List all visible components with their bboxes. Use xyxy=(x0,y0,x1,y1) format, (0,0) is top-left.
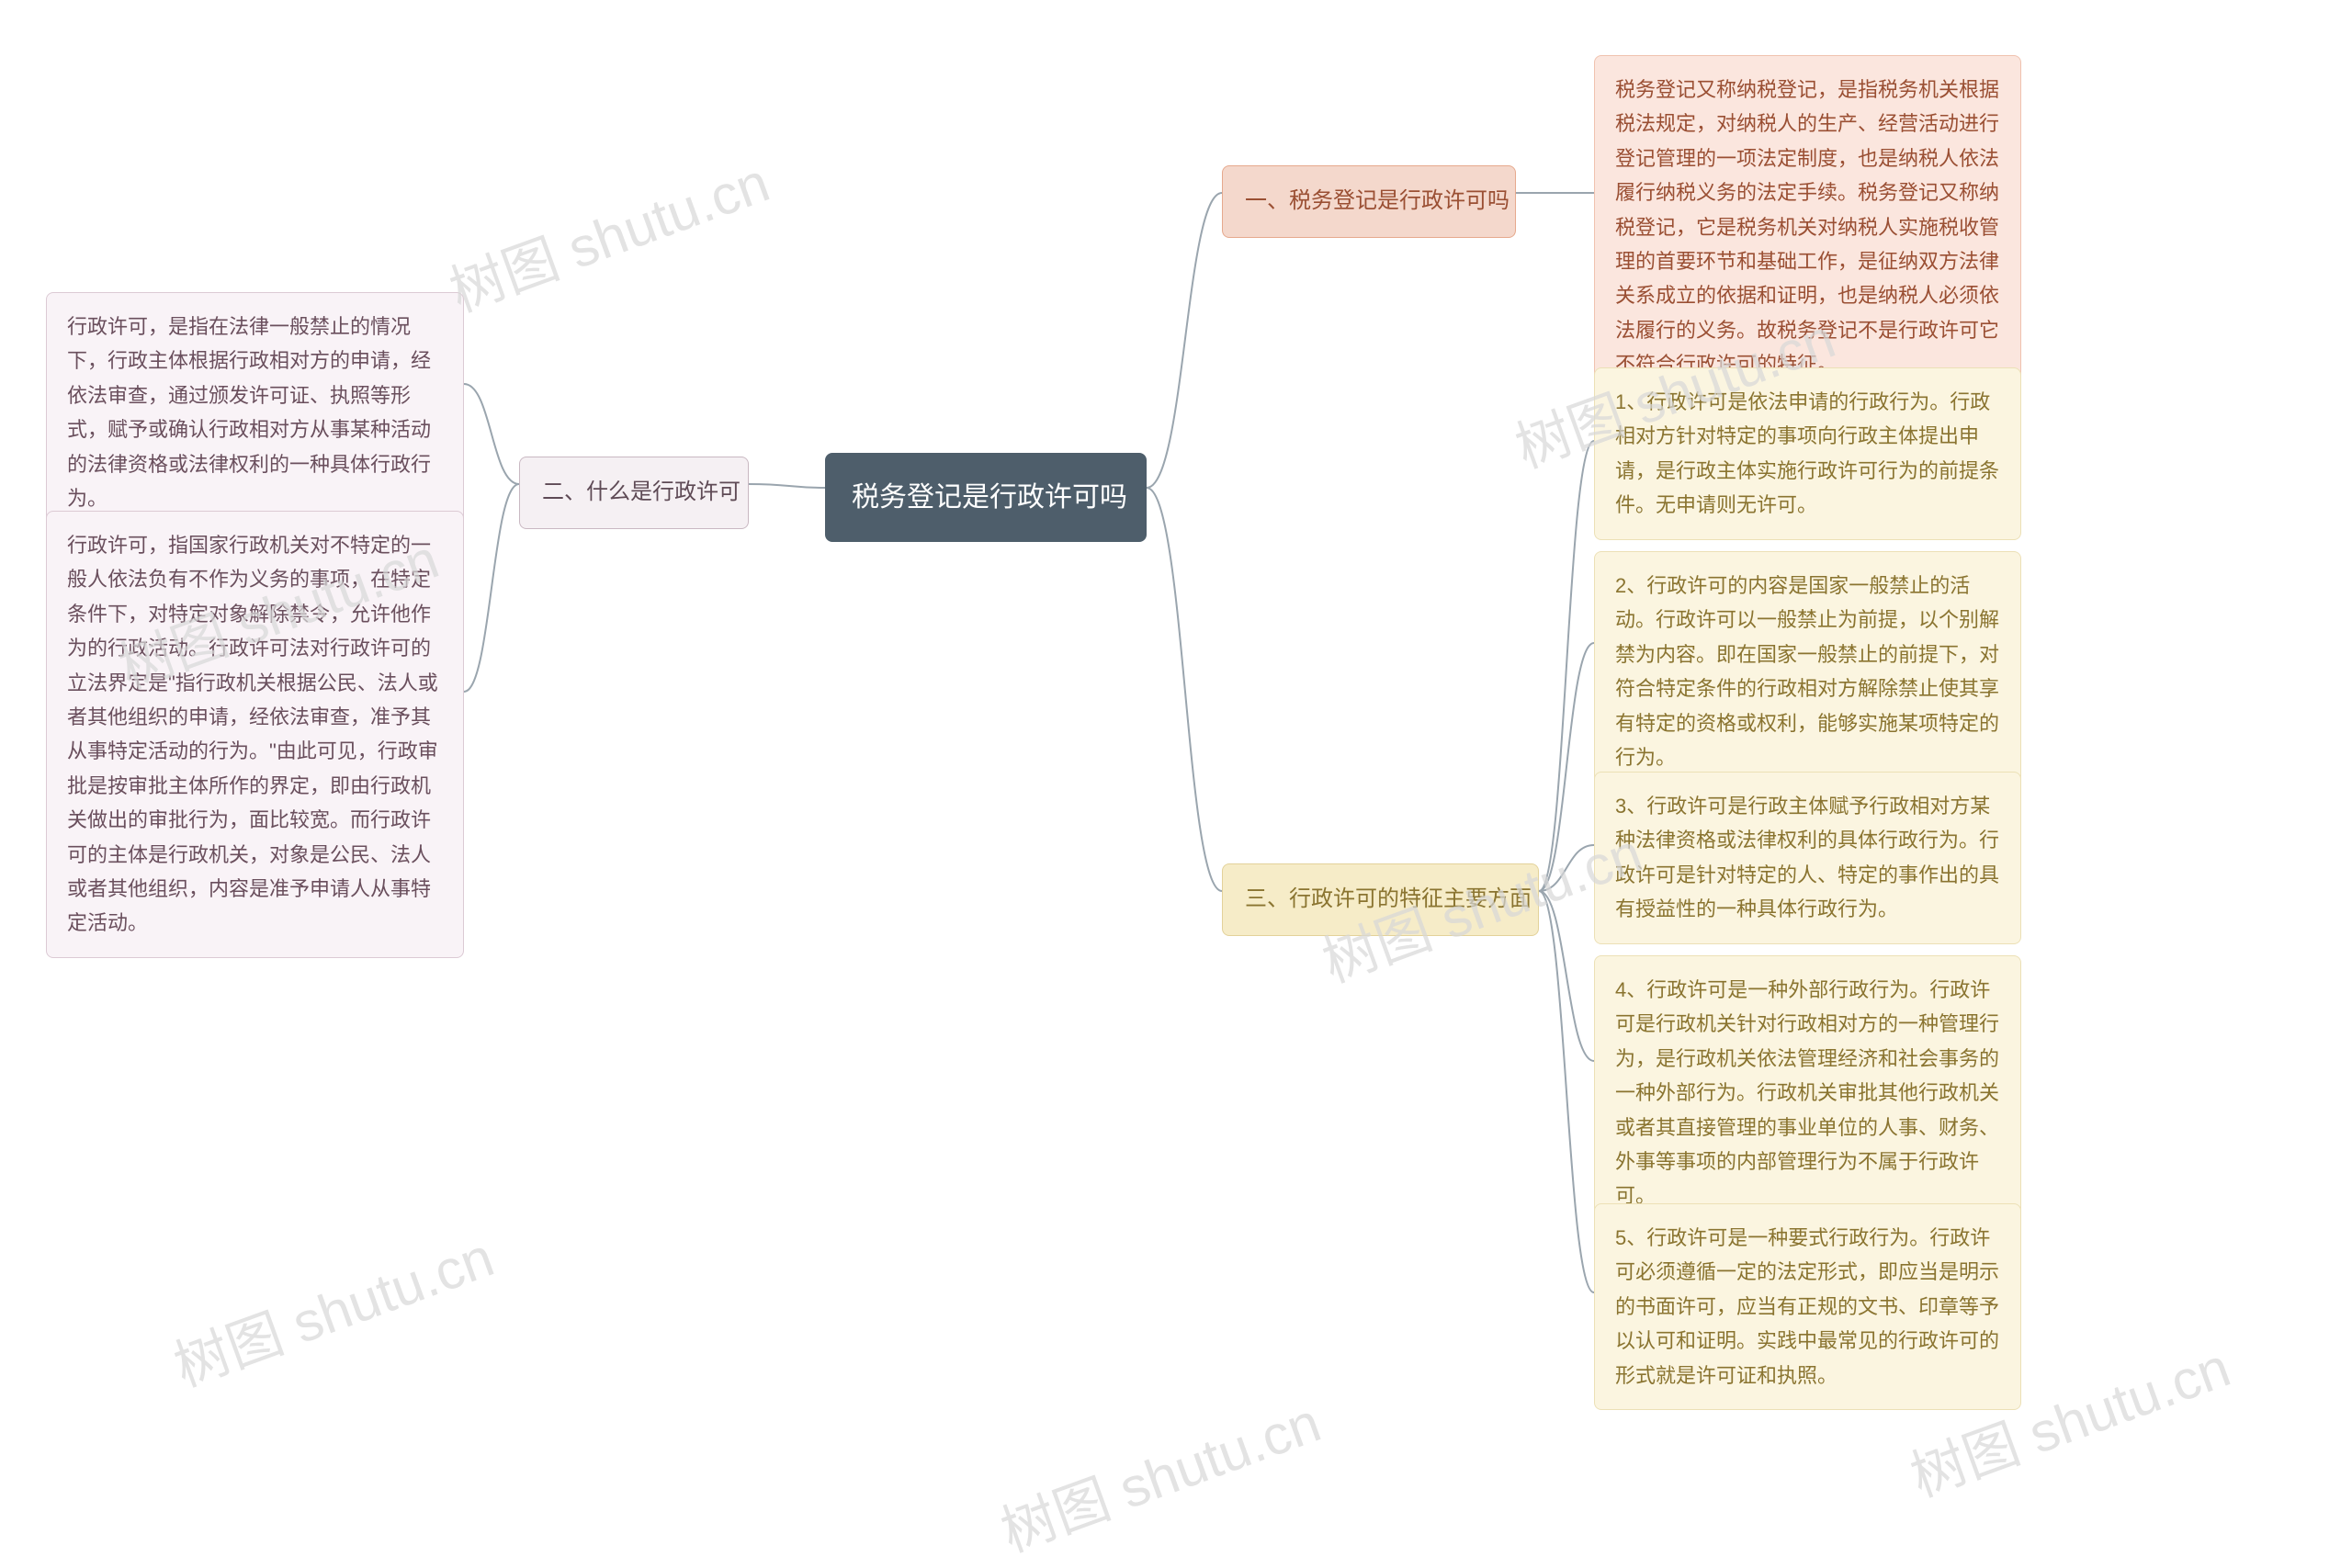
connector xyxy=(1147,488,1222,891)
leaf-node-b2c2[interactable]: 行政许可，指国家行政机关对不特定的一般人依法负有不作为义务的事项，在特定条件下，… xyxy=(46,511,464,958)
branch-node-b3[interactable]: 三、行政许可的特征主要方面 xyxy=(1222,863,1539,936)
center-node[interactable]: 税务登记是行政许可吗 xyxy=(825,453,1147,542)
leaf-node-b3c1[interactable]: 1、行政许可是依法申请的行政行为。行政相对方针对特定的事项向行政主体提出申请，是… xyxy=(1594,367,2021,540)
connector xyxy=(464,384,519,484)
connector xyxy=(1147,193,1222,488)
leaf-node-b1c1[interactable]: 税务登记又称纳税登记，是指税务机关根据税法规定，对纳税人的生产、经营活动进行登记… xyxy=(1594,55,2021,400)
branch-node-b1[interactable]: 一、税务登记是行政许可吗 xyxy=(1222,165,1516,238)
leaf-node-b3c4[interactable]: 4、行政许可是一种外部行政行为。行政许可是行政机关针对行政相对方的一种管理行为，… xyxy=(1594,955,2021,1231)
leaf-node-b3c2[interactable]: 2、行政许可的内容是国家一般禁止的活动。行政许可以一般禁止为前提，以个别解禁为内… xyxy=(1594,551,2021,792)
leaf-node-b2c1[interactable]: 行政许可，是指在法律一般禁止的情况下，行政主体根据行政相对方的申请，经依法审查，… xyxy=(46,292,464,533)
leaf-node-b3c5[interactable]: 5、行政许可是一种要式行政行为。行政许可必须遵循一定的法定形式，即应当是明示的书… xyxy=(1594,1203,2021,1410)
watermark: 树图 shutu.cn xyxy=(989,1378,1329,1567)
connector xyxy=(1539,441,1594,891)
connector xyxy=(1539,891,1594,1061)
watermark: 树图 shutu.cn xyxy=(162,1213,503,1402)
connector xyxy=(1539,845,1594,891)
connector xyxy=(1539,891,1594,1292)
leaf-node-b3c3[interactable]: 3、行政许可是行政主体赋予行政相对方某种法律资格或法律权利的具体行政行为。行政许… xyxy=(1594,772,2021,944)
connector xyxy=(1539,643,1594,891)
connector xyxy=(749,484,825,488)
branch-node-b2[interactable]: 二、什么是行政许可 xyxy=(519,457,749,529)
connector xyxy=(464,484,519,692)
watermark: 树图 shutu.cn xyxy=(437,138,778,327)
